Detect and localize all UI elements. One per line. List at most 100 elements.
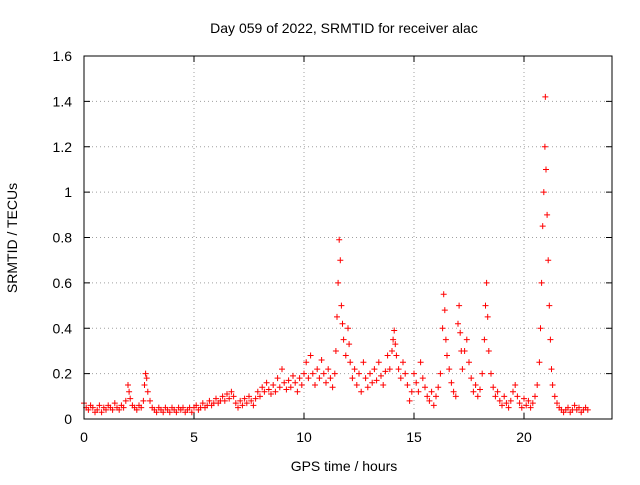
data-point <box>219 393 226 400</box>
data-point <box>474 393 481 400</box>
data-point <box>364 384 371 391</box>
x-tick-label: 0 <box>80 429 88 445</box>
data-point <box>446 366 453 373</box>
data-point <box>472 381 479 388</box>
data-point <box>378 372 384 379</box>
data-point <box>111 400 118 407</box>
data-point <box>448 379 455 386</box>
data-point <box>392 341 399 348</box>
data-point <box>257 393 263 400</box>
data-point <box>268 391 274 398</box>
data-point <box>339 320 346 327</box>
x-tick-label: 15 <box>406 429 422 445</box>
data-point <box>490 384 497 391</box>
data-point <box>301 370 307 377</box>
data-point <box>230 393 237 400</box>
data-point <box>334 313 340 320</box>
data-point <box>248 397 255 404</box>
data-point <box>213 395 219 402</box>
data-point <box>235 404 241 411</box>
data-point <box>312 381 318 388</box>
data-point <box>391 327 398 334</box>
data-point <box>103 406 109 413</box>
data-point <box>450 388 457 395</box>
data-point <box>456 302 463 309</box>
chart-title: Day 059 of 2022, SRMTID for receiver ala… <box>210 20 478 36</box>
data-point <box>160 409 167 416</box>
data-point <box>173 409 180 416</box>
data-point <box>125 381 131 388</box>
data-point <box>468 375 475 382</box>
data-point <box>224 391 230 398</box>
data-point <box>543 166 549 173</box>
grid <box>84 56 612 419</box>
data-point <box>440 291 447 298</box>
data-point <box>263 379 270 386</box>
data-point <box>294 388 301 395</box>
data-point <box>584 406 591 413</box>
data-point <box>547 336 554 343</box>
data-point <box>285 377 292 384</box>
data-point <box>539 223 546 230</box>
data-point <box>279 366 285 373</box>
data-point <box>430 402 437 409</box>
data-point <box>538 279 545 286</box>
data-point <box>546 302 553 309</box>
data-point <box>323 379 329 386</box>
data-point <box>482 302 489 309</box>
data-point <box>551 393 558 400</box>
y-tick-label: 1.4 <box>53 93 73 109</box>
data-point <box>544 211 551 218</box>
data-point <box>481 336 488 343</box>
data-point <box>455 320 461 327</box>
data-point <box>232 400 239 407</box>
y-axis-label: SRMTID / TECUs <box>4 183 20 293</box>
data-point <box>199 400 206 407</box>
y-tick-label: 0.8 <box>53 230 73 246</box>
data-point <box>492 393 499 400</box>
data-point <box>296 375 303 382</box>
x-axis-label: GPS time / hours <box>291 458 398 474</box>
data-point <box>422 384 428 391</box>
data-point <box>406 397 413 404</box>
data-point <box>353 381 360 388</box>
data-point <box>463 336 470 343</box>
data-point <box>142 370 149 377</box>
tick-labels: 0 5 10 15 20 0 0.2 0.4 0.6 0.8 1 1.2 1.4 1.6 <box>53 48 532 445</box>
data-points <box>81 93 591 416</box>
x-tick-label: 20 <box>516 429 532 445</box>
data-point <box>290 372 296 379</box>
data-point <box>452 393 459 400</box>
data-point <box>188 409 195 416</box>
data-point <box>411 370 417 377</box>
data-point <box>371 366 378 373</box>
data-point <box>390 336 397 343</box>
data-point <box>424 393 431 400</box>
data-point <box>529 400 536 407</box>
data-point <box>166 409 173 416</box>
data-point <box>126 388 133 395</box>
data-point <box>457 329 464 336</box>
data-point <box>461 347 468 354</box>
data-point <box>466 359 472 366</box>
x-tick-label: 5 <box>190 429 198 445</box>
data-point <box>428 388 435 395</box>
data-point <box>261 388 268 395</box>
data-point <box>571 402 578 409</box>
data-point <box>435 384 442 391</box>
data-point <box>85 406 92 413</box>
data-point <box>521 395 527 402</box>
data-point <box>287 384 294 391</box>
data-point <box>444 352 450 359</box>
data-point <box>360 359 367 366</box>
data-point <box>382 368 389 375</box>
data-point <box>228 388 235 395</box>
data-point <box>404 381 411 388</box>
data-point <box>408 388 415 395</box>
data-point <box>470 388 477 395</box>
data-point <box>484 313 491 320</box>
data-point <box>133 406 140 413</box>
data-point <box>389 347 395 354</box>
data-point <box>483 279 490 286</box>
